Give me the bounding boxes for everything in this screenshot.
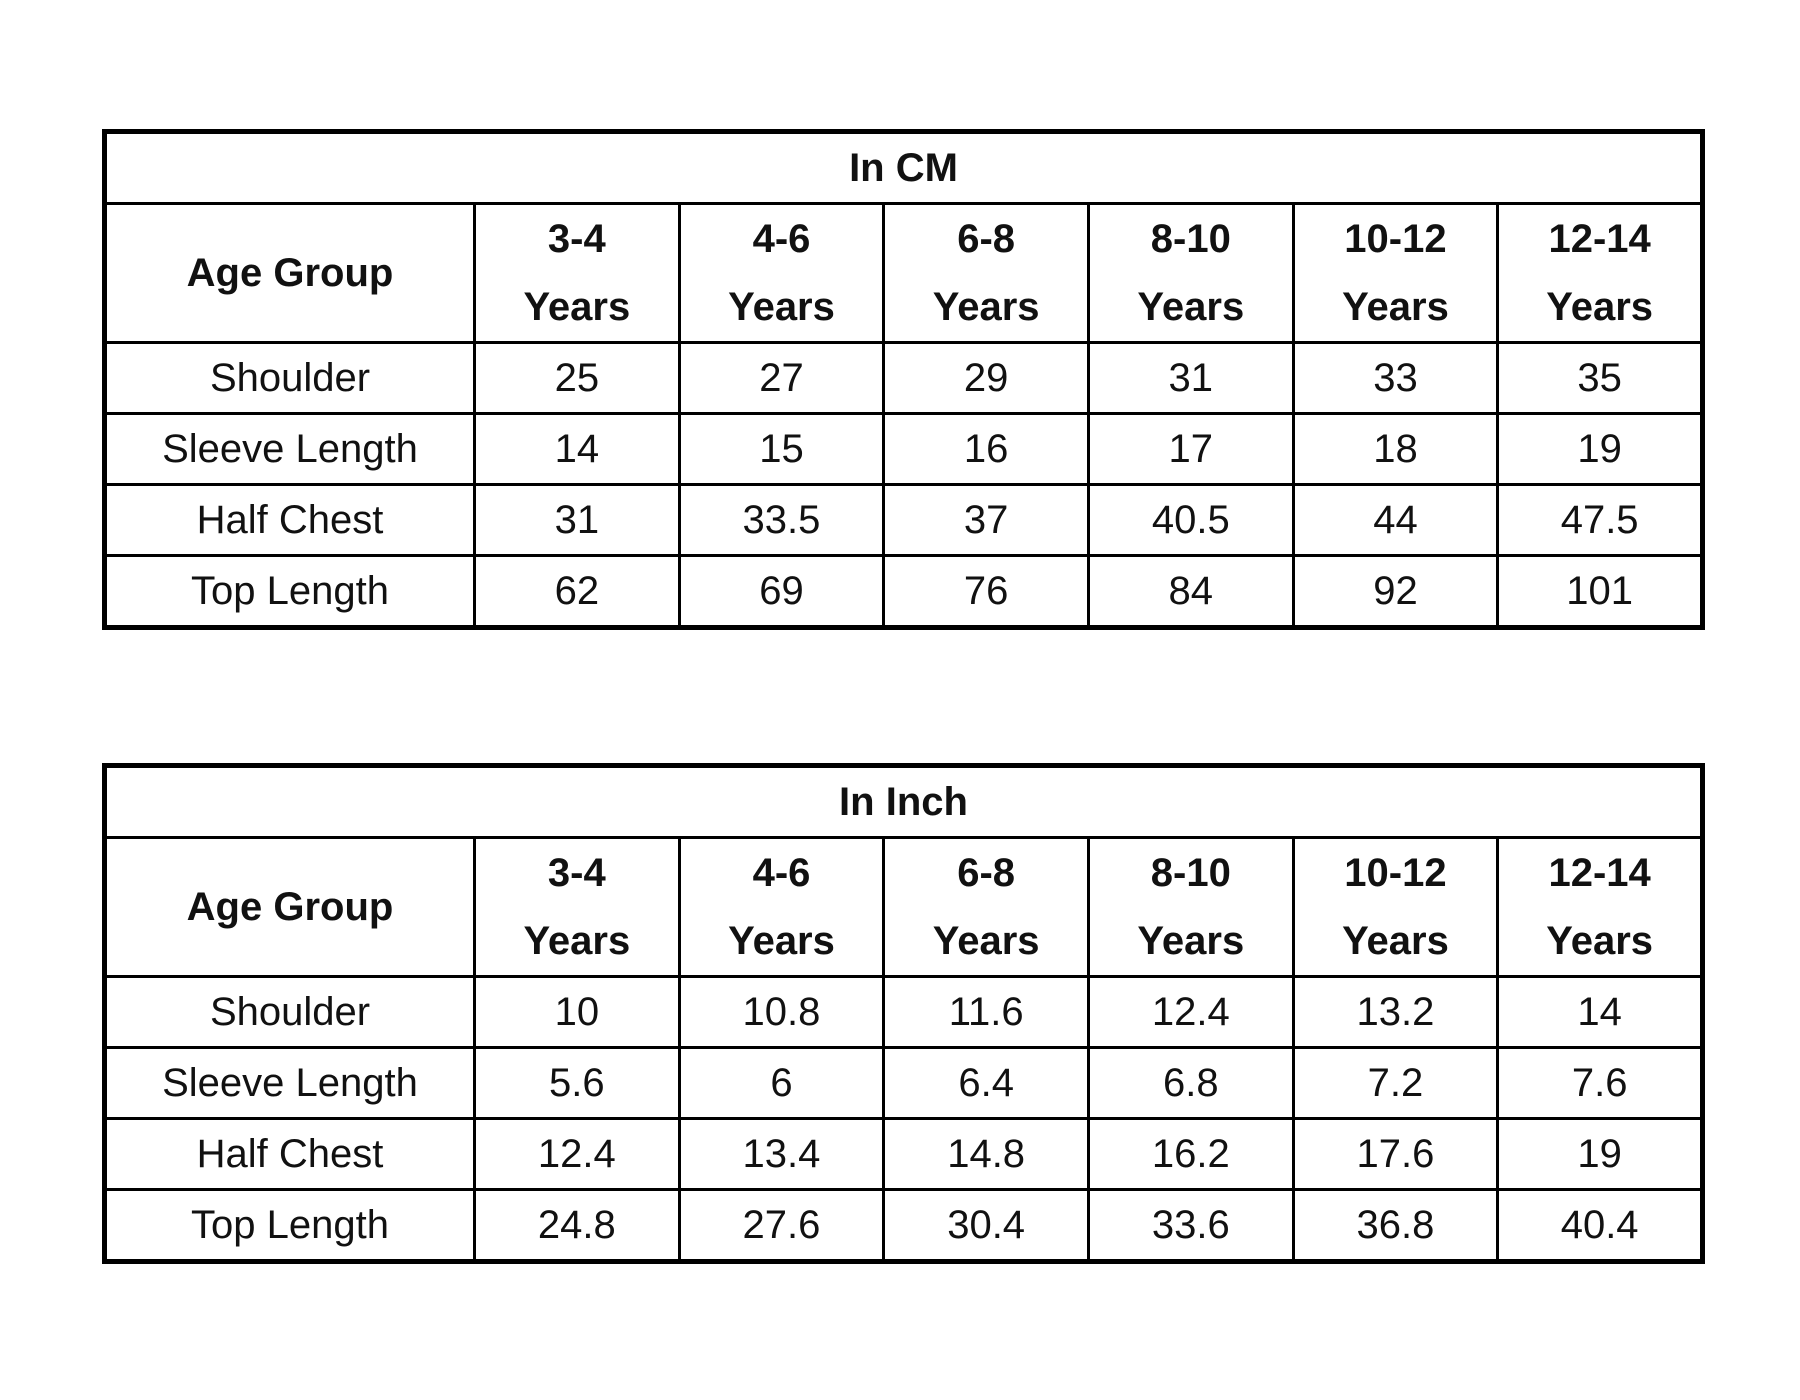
- value-cell: 29: [882, 341, 1090, 415]
- header-cell: 3-4 Years: [473, 836, 681, 978]
- header-cell: 10-12 Years: [1291, 202, 1500, 344]
- data-row: Shoulder 10 10.8 11.6 12.4 13.2 14: [103, 975, 1704, 1049]
- value-cell: 13.4: [677, 1117, 886, 1191]
- value-cell: 12.4: [473, 1117, 681, 1191]
- value-cell: 40.4: [1496, 1188, 1704, 1263]
- title-row: In Inch: [103, 764, 1704, 839]
- value-cell: 10.8: [677, 975, 886, 1049]
- value-cell: 19: [1496, 1117, 1704, 1191]
- value-cell: 84: [1086, 554, 1295, 629]
- row-label: Top Length: [103, 554, 476, 629]
- header-row: Age Group 3-4 Years 4-6 Years 6-8 Years 8-10…: [103, 836, 1704, 978]
- value-cell: 62: [473, 554, 681, 629]
- header-cell: 4-6 Years: [677, 202, 886, 344]
- value-cell: 14.8: [882, 1117, 1090, 1191]
- value-cell: 101: [1496, 554, 1704, 629]
- header-cell: Age Group: [103, 202, 476, 344]
- title-row: In CM: [103, 130, 1704, 205]
- value-cell: 33: [1291, 341, 1500, 415]
- size-table: In CM Age Group 3-4 Years 4-6 Years 6-8 Year…: [102, 129, 1705, 630]
- data-row: Sleeve Length 14 15 16 17 18 19: [103, 412, 1704, 486]
- value-cell: 12.4: [1086, 975, 1295, 1049]
- value-cell: 25: [473, 341, 681, 415]
- value-cell: 6: [677, 1046, 886, 1120]
- value-cell: 33.6: [1086, 1188, 1295, 1263]
- value-cell: 37: [882, 483, 1090, 557]
- value-cell: 31: [473, 483, 681, 557]
- value-cell: 11.6: [882, 975, 1090, 1049]
- value-cell: 31: [1086, 341, 1295, 415]
- header-cell: 6-8 Years: [882, 202, 1090, 344]
- value-cell: 16: [882, 412, 1090, 486]
- row-label: Shoulder: [103, 975, 476, 1049]
- header-cell: 4-6 Years: [677, 836, 886, 978]
- value-cell: 17.6: [1291, 1117, 1500, 1191]
- value-cell: 17: [1086, 412, 1295, 486]
- data-row: Top Length 62 69 76 84 92 101: [103, 554, 1704, 629]
- value-cell: 69: [677, 554, 886, 629]
- data-row: Half Chest 12.4 13.4 14.8 16.2 17.6 19: [103, 1117, 1704, 1191]
- value-cell: 24.8: [473, 1188, 681, 1263]
- value-cell: 7.6: [1496, 1046, 1704, 1120]
- row-label: Sleeve Length: [103, 412, 476, 486]
- value-cell: 10: [473, 975, 681, 1049]
- row-label: Shoulder: [103, 341, 476, 415]
- value-cell: 76: [882, 554, 1090, 629]
- data-row: Top Length 24.8 27.6 30.4 33.6 36.8 40.4: [103, 1188, 1704, 1263]
- value-cell: 19: [1496, 412, 1704, 486]
- row-label: Top Length: [103, 1188, 476, 1263]
- row-label: Sleeve Length: [103, 1046, 476, 1120]
- header-row: Age Group 3-4 Years 4-6 Years 6-8 Years 8-10…: [103, 202, 1704, 344]
- value-cell: 30.4: [882, 1188, 1090, 1263]
- data-row: Sleeve Length 5.6 6 6.4 6.8 7.2 7.6: [103, 1046, 1704, 1120]
- header-cell: 10-12 Years: [1291, 836, 1500, 978]
- value-cell: 47.5: [1496, 483, 1704, 557]
- value-cell: 44: [1291, 483, 1500, 557]
- value-cell: 33.5: [677, 483, 886, 557]
- value-cell: 7.2: [1291, 1046, 1500, 1120]
- value-cell: 15: [677, 412, 886, 486]
- header-cell: 6-8 Years: [882, 836, 1090, 978]
- data-row: Half Chest 31 33.5 37 40.5 44 47.5: [103, 483, 1704, 557]
- header-cell: 3-4 Years: [473, 202, 681, 344]
- value-cell: 35: [1496, 341, 1704, 415]
- header-cell: 12-14 Years: [1496, 202, 1704, 344]
- value-cell: 6.8: [1086, 1046, 1295, 1120]
- value-cell: 27: [677, 341, 886, 415]
- value-cell: 14: [1496, 975, 1704, 1049]
- value-cell: 18: [1291, 412, 1500, 486]
- header-cell: Age Group: [103, 836, 476, 978]
- value-cell: 5.6: [473, 1046, 681, 1120]
- value-cell: 36.8: [1291, 1188, 1500, 1263]
- value-cell: 92: [1291, 554, 1500, 629]
- value-cell: 6.4: [882, 1046, 1090, 1120]
- header-cell: 12-14 Years: [1496, 836, 1704, 978]
- row-label: Half Chest: [103, 1117, 476, 1191]
- value-cell: 16.2: [1086, 1117, 1295, 1191]
- header-cell: 8-10 Years: [1086, 202, 1295, 344]
- value-cell: 40.5: [1086, 483, 1295, 557]
- value-cell: 13.2: [1291, 975, 1500, 1049]
- row-label: Half Chest: [103, 483, 476, 557]
- data-row: Shoulder 25 27 29 31 33 35: [103, 341, 1704, 415]
- table-title: In CM: [103, 130, 1704, 205]
- header-cell: 8-10 Years: [1086, 836, 1295, 978]
- value-cell: 27.6: [677, 1188, 886, 1263]
- size-table: In Inch Age Group 3-4 Years 4-6 Years 6-8 Ye…: [102, 763, 1705, 1264]
- value-cell: 14: [473, 412, 681, 486]
- table-title: In Inch: [103, 764, 1704, 839]
